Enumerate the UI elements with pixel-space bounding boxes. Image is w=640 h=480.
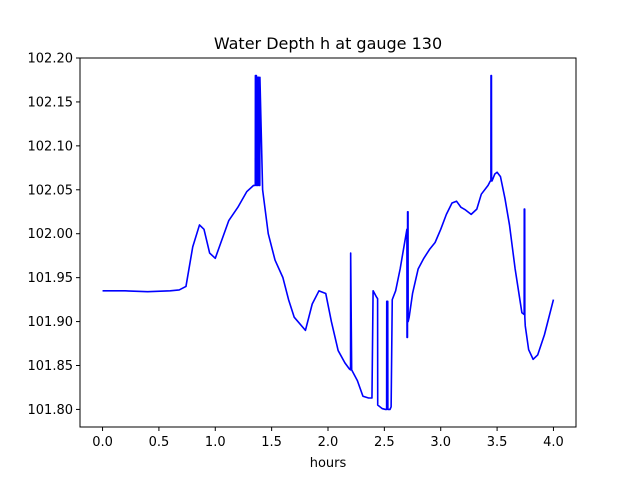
x-tick-label: 3.5 [487,435,508,450]
y-tick-label: 102.00 [28,227,74,242]
x-tick-label: 2.0 [318,435,339,450]
y-tick-label: 102.10 [28,139,74,154]
plot-layer [102,74,555,411]
series-line [102,74,555,411]
y-tick-label: 101.95 [28,271,74,286]
chart-title: Water Depth h at gauge 130 [214,34,442,53]
y-tick-label: 102.15 [28,95,74,110]
x-tick-label: 3.0 [430,435,451,450]
y-tick-label: 102.20 [28,52,74,67]
y-tick-label: 101.80 [28,403,74,418]
x-tick-label: 0.0 [92,435,113,450]
x-tick-label: 1.5 [261,435,282,450]
x-tick-label: 4.0 [543,435,564,450]
y-tick-label: 101.85 [28,359,74,374]
x-tick-label: 2.5 [374,435,395,450]
x-axis: 0.0 0.5 1.0 1.5 2.0 2.5 3.0 3.5 4.0 [92,427,564,450]
y-tick-label: 101.90 [28,315,74,330]
x-axis-label: hours [310,456,347,471]
plot-area [80,58,576,427]
x-tick-label: 1.0 [205,435,226,450]
y-tick-label: 102.05 [28,183,74,198]
y-axis: 101.80 101.85 101.90 101.95 102.00 102.05 102.… [28,52,80,418]
x-tick-label: 0.5 [149,435,170,450]
